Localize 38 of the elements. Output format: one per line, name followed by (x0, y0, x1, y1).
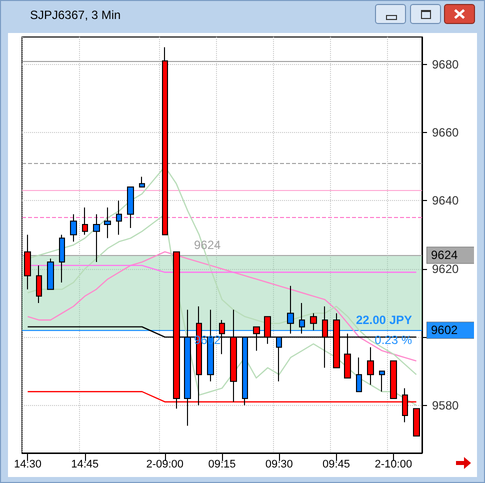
candlestick (127, 186, 134, 228)
ref-line-label: 9624 (431, 248, 458, 262)
candlestick (82, 206, 88, 236)
chart-title: SJPJ6367, 3 Min (30, 8, 121, 22)
x-tick-label: 09:15 (208, 458, 236, 470)
y-tick-label: 9640 (432, 194, 460, 208)
y-tick-label: 9660 (432, 125, 460, 140)
candlestick (299, 302, 305, 334)
x-tick-label: 2-10:00 (374, 458, 412, 470)
line-series (27, 251, 417, 362)
x-tick-label: 14:30 (14, 458, 42, 470)
candlestick (116, 200, 122, 236)
candlestick (47, 258, 54, 290)
candlestick (36, 264, 42, 304)
y-tick-label: 9680 (432, 57, 460, 72)
y-tick-label: 9620 (432, 262, 460, 276)
annotation: 0.23 % (374, 333, 412, 348)
candlestick (287, 285, 294, 334)
candlestick (93, 214, 100, 263)
annotation: 22.00 JPY (356, 313, 412, 328)
x-tick-label: 09:30 (265, 458, 293, 470)
x-tick-label: 2-09:00 (146, 458, 184, 470)
candlestick (70, 214, 77, 242)
candlestick (413, 408, 420, 436)
candlestick (379, 370, 385, 392)
candlestick (390, 360, 397, 399)
candlestick (356, 357, 362, 392)
y-tick-label: 9580 (432, 398, 460, 412)
candlestick (367, 346, 374, 386)
ref-line-label: 9602 (431, 323, 458, 338)
candlestick (162, 46, 168, 236)
candlestick (310, 312, 317, 331)
x-tick-label: 09:45 (322, 458, 350, 470)
candlestick (139, 176, 145, 188)
candlestick (59, 234, 65, 284)
candlestick (104, 206, 111, 239)
x-tick-label: 14:45 (71, 458, 99, 470)
candlestick (24, 234, 31, 290)
